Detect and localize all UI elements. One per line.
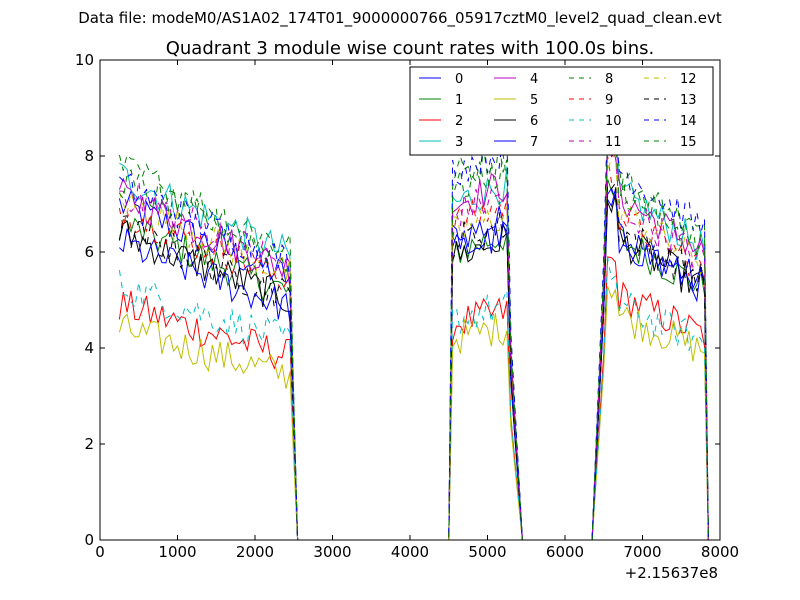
legend-label-9: 9: [605, 93, 613, 108]
x-tick-label: 7000: [623, 543, 661, 561]
legend-label-2: 2: [455, 114, 463, 129]
y-tick-label: 8: [84, 147, 94, 165]
series-line-9: [118, 156, 709, 540]
legend-label-12: 12: [680, 72, 697, 87]
legend-label-1: 1: [455, 93, 463, 108]
x-offset-label: +2.15637e8: [625, 564, 718, 582]
figure-suptitle: Data file: modeM0/AS1A02_174T01_90000007…: [78, 9, 722, 28]
series-line-11: [119, 146, 709, 540]
legend-label-3: 3: [455, 135, 463, 150]
series-line-2: [118, 256, 709, 540]
x-tick-label: 2000: [236, 543, 274, 561]
legend-label-6: 6: [530, 114, 538, 129]
legend-label-11: 11: [605, 135, 622, 150]
legend-label-4: 4: [530, 72, 538, 87]
series-line-5: [118, 285, 709, 540]
series-line-6: [118, 193, 709, 540]
x-tick-label: 3000: [313, 543, 351, 561]
x-tick-label: 6000: [546, 543, 584, 561]
x-tick-label: 1000: [158, 543, 196, 561]
legend-label-8: 8: [605, 72, 613, 87]
y-tick-label: 0: [84, 531, 94, 549]
legend-label-7: 7: [530, 135, 538, 150]
series-line-7: [119, 187, 709, 540]
legend-label-15: 15: [680, 135, 697, 150]
legend-label-14: 14: [680, 114, 697, 129]
x-tick-label: 4000: [391, 543, 429, 561]
x-tick-label: 5000: [468, 543, 506, 561]
x-tick-label: 0: [95, 543, 105, 561]
y-tick-label: 10: [75, 51, 94, 69]
y-tick-label: 6: [84, 243, 94, 261]
legend-box: [409, 66, 714, 156]
legend-label-5: 5: [530, 93, 538, 108]
x-tick-label: 8000: [701, 543, 739, 561]
series-line-10: [118, 257, 709, 540]
series-line-0: [118, 188, 709, 540]
legend-label-13: 13: [680, 93, 697, 108]
y-tick-label: 4: [84, 339, 94, 357]
series-line-1: [118, 178, 709, 540]
chart-title: Quadrant 3 module wise count rates with …: [166, 38, 655, 59]
legend-label-0: 0: [455, 72, 463, 87]
legend-label-10: 10: [605, 114, 622, 129]
y-tick-label: 2: [84, 435, 94, 453]
